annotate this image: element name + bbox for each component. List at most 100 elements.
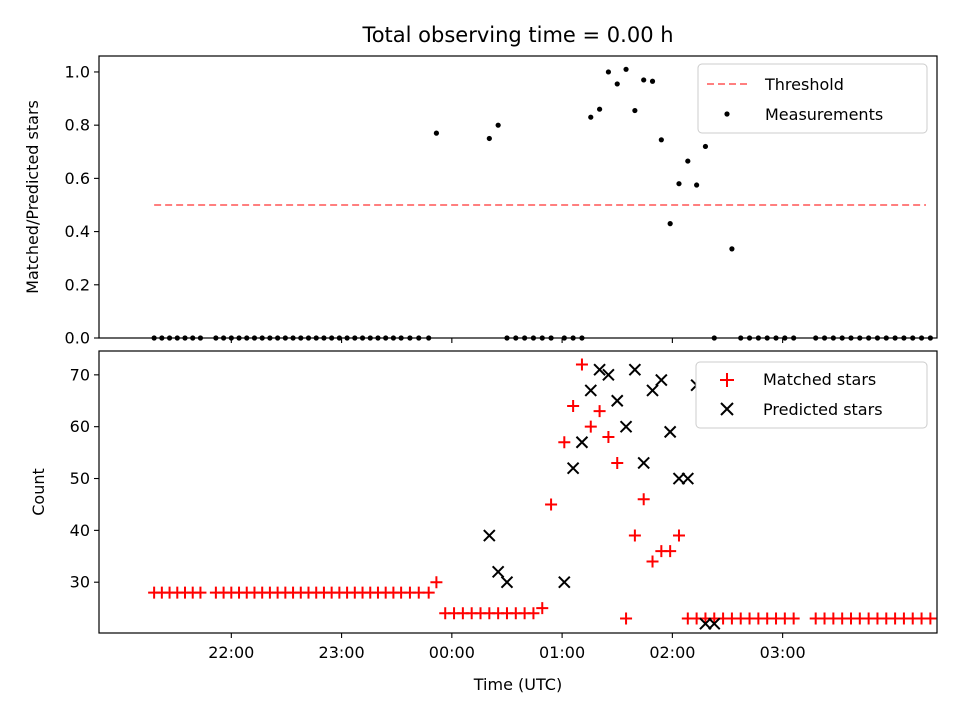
predicted-star-marker [655, 373, 668, 387]
measurement-point [658, 137, 664, 143]
legend-measurements-label: Measurements [765, 105, 883, 124]
predicted-star-marker [646, 384, 659, 397]
measurement-point [649, 78, 656, 84]
bottom-legend-box [695, 361, 928, 429]
x-tick-label: 22:00 [208, 643, 254, 662]
predicted-star-marker [681, 472, 695, 485]
matched-star-marker [924, 612, 937, 625]
measurement-point [486, 135, 492, 142]
matched-star-marker [664, 545, 677, 558]
legend-predicted-swatch [720, 402, 734, 416]
matched-star-marker [593, 405, 606, 418]
predicted-star-marker [593, 363, 606, 376]
measurement-point [614, 81, 620, 87]
measurement-point [623, 66, 629, 72]
bottom-y-tick-label: 70 [70, 365, 90, 384]
predicted-star-marker [663, 425, 677, 439]
measurement-point [641, 77, 647, 83]
legend-threshold-label: Threshold [764, 75, 844, 94]
x-axis-label: Time (UTC) [473, 675, 562, 694]
top-y-axis-label: Matched/Predicted stars [23, 100, 42, 294]
bottom-y-tick-label: 60 [70, 417, 90, 436]
bottom-axes-frame [98, 350, 938, 634]
predicted-star-marker [619, 420, 633, 433]
predicted-star-marker [611, 394, 624, 407]
measurement-point [495, 122, 501, 128]
predicted-star-marker [566, 461, 580, 475]
bottom-legend: Matched stars Predicted stars [695, 361, 928, 429]
bottom-y-ticks: 30 40 50 60 70 [70, 365, 99, 592]
measurement-point [694, 182, 700, 188]
bottom-y-tick-label: 40 [70, 521, 90, 540]
measurement-point [676, 181, 682, 187]
predicted-star-marker [491, 565, 505, 579]
matched-star-marker [558, 436, 571, 449]
predicted-star-marker [637, 456, 650, 470]
top-y-tick-label: 0.8 [65, 116, 90, 135]
bottom-y-tick-label: 30 [70, 573, 90, 592]
matched-star-marker [628, 529, 641, 542]
predicted-star-marker [628, 363, 642, 376]
measurement-point [702, 143, 709, 150]
top-panel: 0.0 0.2 0.4 0.6 0.8 1.0 Matched/Predicted sta… [23, 55, 938, 348]
predicted-star-marker [558, 575, 571, 589]
bottom-panel: 30 40 50 60 70 22:00 23:00 00:00 01:00 02:00 03:0… [29, 350, 938, 694]
top-legend: Threshold Measurements [697, 63, 928, 134]
x-tick-label: 03:00 [760, 643, 806, 662]
predicted-star-marker [708, 617, 721, 630]
legend-matched-swatch [720, 373, 734, 387]
measurement-point [433, 130, 440, 136]
top-y-tick-label: 0.2 [65, 275, 90, 294]
top-y-tick-label: 0.0 [65, 329, 90, 348]
matched-star-marker [646, 555, 659, 568]
predicted-star-marker [672, 472, 686, 485]
matched-stars-series [148, 358, 937, 625]
predicted-star-marker [575, 436, 589, 449]
x-tick-label: 01:00 [539, 643, 585, 662]
legend-measurements-swatch [724, 111, 730, 117]
predicted-star-marker [602, 368, 615, 382]
predicted-stars-series [483, 363, 721, 630]
matched-star-marker [575, 358, 588, 371]
predicted-star-marker [699, 617, 712, 630]
matched-star-marker [527, 607, 540, 620]
legend-predicted-label: Predicted stars [763, 400, 883, 419]
measurement-point [632, 107, 638, 114]
top-legend-box [697, 63, 928, 134]
top-y-tick-label: 1.0 [65, 62, 90, 81]
x-tick-label: 00:00 [429, 643, 475, 662]
matched-star-marker [602, 431, 615, 444]
top-axes-frame [98, 55, 938, 339]
matched-star-marker [430, 576, 443, 589]
top-y-tick-label: 0.4 [65, 222, 90, 241]
bottom-y-tick-label: 50 [70, 469, 90, 488]
matched-star-marker [545, 498, 558, 511]
matched-star-marker [422, 586, 435, 599]
predicted-star-marker [500, 575, 514, 589]
matched-star-marker [637, 493, 650, 506]
bottom-y-axis-label: Count [29, 468, 48, 516]
measurement-point [685, 158, 691, 164]
matched-star-marker [194, 586, 207, 599]
matched-star-marker [787, 612, 800, 625]
measurement-point [729, 246, 735, 252]
top-y-ticks: 0.0 0.2 0.4 0.6 0.8 1.0 [65, 62, 99, 348]
legend-matched-label: Matched stars [763, 370, 876, 389]
measurement-point [605, 69, 612, 75]
matched-star-marker [611, 456, 624, 469]
x-tick-label: 02:00 [649, 643, 695, 662]
matched-star-marker [620, 612, 633, 625]
measurement-point [588, 114, 594, 120]
x-tick-label: 23:00 [319, 643, 365, 662]
matched-star-marker [672, 529, 685, 542]
bottom-x-ticks: 22:00 23:00 00:00 01:00 02:00 03:00 [208, 633, 806, 662]
matched-star-marker [536, 602, 549, 615]
matched-star-marker [584, 420, 597, 433]
measurement-point [667, 221, 673, 227]
predicted-star-marker [584, 384, 597, 397]
top-y-tick-label: 0.6 [65, 169, 90, 188]
predicted-star-marker [483, 529, 496, 542]
matched-star-marker [567, 399, 580, 412]
measurement-point [596, 106, 603, 112]
